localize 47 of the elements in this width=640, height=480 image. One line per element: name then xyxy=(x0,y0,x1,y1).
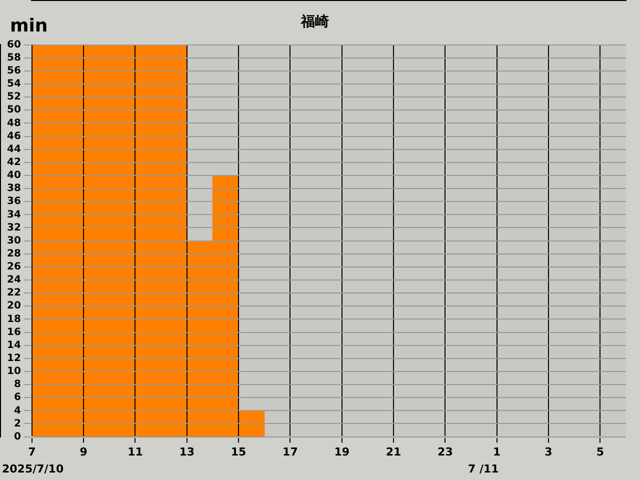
x-tick-label: 23 xyxy=(438,445,453,458)
y-tick-label: 50 xyxy=(6,104,21,116)
y-tick-label: 26 xyxy=(6,262,21,273)
text: 7 /11 xyxy=(468,462,499,476)
y-tick-label: 8 xyxy=(14,379,21,390)
y-tick-label: 34 xyxy=(6,209,21,220)
y-tick-label: 52 xyxy=(6,92,21,103)
x-tick-label: 1 xyxy=(493,445,501,458)
x-tick-label: 17 xyxy=(282,445,298,458)
y-tick-label: 36 xyxy=(6,196,21,208)
x-tick-label: 15 xyxy=(230,445,246,458)
y-tick-label: 46 xyxy=(6,130,21,142)
x-tick-label: 13 xyxy=(179,445,195,458)
x-tick-label: 7 xyxy=(28,445,36,458)
x-tick-label: 9 xyxy=(80,445,88,458)
y-tick-label: 32 xyxy=(6,222,21,234)
y-tick-label: 10 xyxy=(6,366,21,378)
y-tick-label: 2 xyxy=(14,418,21,430)
x-tick-label: 19 xyxy=(334,445,350,458)
y-tick-label: 28 xyxy=(6,248,21,260)
x-tick-label: 11 xyxy=(128,445,143,458)
y-tick-label: 12 xyxy=(6,352,21,364)
y-tick-label: 20 xyxy=(6,300,21,312)
y-tick-label: 30 xyxy=(6,235,21,246)
y-tick-label: 22 xyxy=(6,288,21,299)
y-tick-label: 6 xyxy=(14,392,21,404)
x-tick-label: 21 xyxy=(386,445,402,458)
chart-title: 福崎 xyxy=(300,13,329,30)
y-tick-label: 38 xyxy=(6,183,21,194)
y-tick-label: 48 xyxy=(6,118,21,129)
y-tick-label: 54 xyxy=(6,78,21,90)
y-tick-label: 18 xyxy=(6,314,21,325)
y-tick-label: 40 xyxy=(6,170,21,182)
y-tick-label: 0 xyxy=(14,431,21,442)
y-tick-label: 56 xyxy=(6,66,21,77)
y-tick-label: 14 xyxy=(6,340,21,351)
y-tick-label: 16 xyxy=(6,326,21,338)
y-tick-label: 44 xyxy=(6,144,21,155)
y-tick-label: 60 xyxy=(6,39,21,50)
y-axis-title: min xyxy=(10,16,48,37)
y-tick-label: 4 xyxy=(14,405,21,416)
y-tick-label: 24 xyxy=(6,274,21,286)
y-tick-label: 42 xyxy=(6,156,21,168)
text: 2025/7/10 xyxy=(2,462,64,476)
x-tick-label: 5 xyxy=(596,445,604,458)
x-tick-label: 3 xyxy=(544,445,552,458)
y-tick-label: 58 xyxy=(6,52,21,64)
